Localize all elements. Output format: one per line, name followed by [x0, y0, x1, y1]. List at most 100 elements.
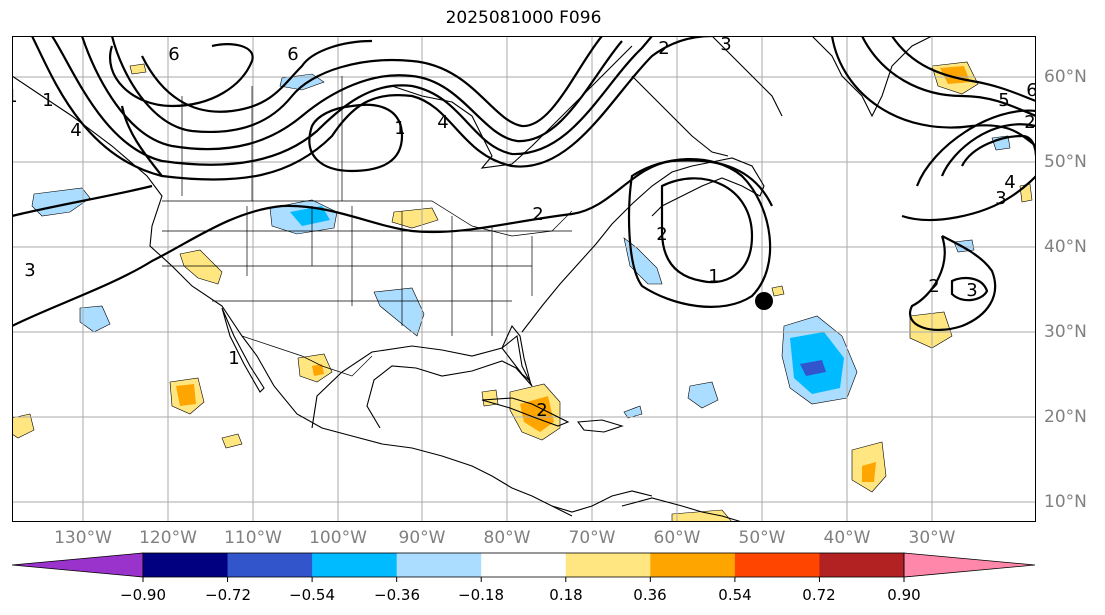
shade-orange-atlantic-s — [862, 462, 876, 482]
lat-label: 10°N — [1044, 492, 1087, 512]
colorbar-tick-label: −0.54 — [289, 586, 335, 604]
shade-blue2-great-plains — [290, 206, 330, 226]
shade-blue-atlantic-small — [687, 381, 719, 409]
contour-label-group: 6 6 3 2 1 4 1 2 1 3 4 5 6 2 3 1 4 3 2 1 … — [12, 36, 1036, 421]
contour-label: 2 — [658, 38, 669, 59]
contour-label: 1 — [394, 118, 405, 139]
colorbar-tick-label: −0.18 — [458, 586, 504, 604]
colorbar-frame — [142, 552, 905, 578]
contour-label: 2 — [1024, 112, 1035, 133]
lon-label: 120°W — [139, 528, 197, 548]
shade-yellow-midwest — [391, 207, 439, 229]
colorbar-tick-label: 0.18 — [549, 586, 583, 604]
contour-label: 3 — [24, 260, 35, 281]
colorbar-tick-label: 0.72 — [802, 586, 836, 604]
coastlines — [12, 36, 933, 522]
colorbar-segment — [143, 553, 229, 577]
shade-blue-newfoundland — [953, 239, 975, 253]
coast-florida — [501, 324, 531, 383]
graticule — [12, 36, 1036, 522]
coast-cuba — [481, 397, 570, 427]
colorbar-segment — [565, 553, 651, 577]
contour-label: 2 — [656, 224, 667, 245]
map-title: 2025081000 F096 — [445, 8, 602, 28]
coast-labrador — [631, 75, 729, 157]
contour-label: 3 — [966, 280, 977, 301]
shade-yellow-california — [179, 249, 223, 285]
colorbar-extend-high — [903, 552, 1036, 578]
shade-yellow-canada-small — [129, 63, 147, 75]
colorbar-segment — [312, 553, 398, 577]
shade-blue-pacific-sw — [79, 305, 111, 333]
colorbar-segment — [819, 553, 905, 577]
lat-label: 20°N — [1044, 407, 1087, 427]
shade-blue-texas — [373, 287, 425, 337]
shade-blue-gulfstream — [623, 237, 663, 285]
coast-baja — [221, 307, 265, 393]
contour-label: 4 — [70, 120, 81, 141]
coast-greenland-w — [711, 36, 783, 117]
contour-label: 1 — [12, 86, 18, 107]
contour-label: 3 — [720, 36, 731, 55]
anomaly-shading — [12, 61, 1033, 522]
contour-label: 2 — [928, 276, 939, 297]
lon-label: 130°W — [54, 528, 112, 548]
lon-label: 110°W — [224, 528, 282, 548]
political-borders — [162, 76, 573, 377]
shade-orange-pacific — [176, 384, 196, 406]
shade-yellow-pacific-w — [12, 413, 35, 439]
colorbar-segment — [650, 553, 736, 577]
colorbar — [11, 552, 1036, 582]
contour-label: 3 — [995, 188, 1006, 209]
colorbar-tick-label: −0.72 — [205, 586, 251, 604]
coast-west — [12, 75, 573, 517]
contour-label: 6 — [1026, 80, 1036, 101]
colorbar-segment — [481, 553, 567, 577]
contour-label: 5 — [998, 90, 1009, 111]
colorbar-extend-low — [11, 552, 144, 578]
contour-lines — [12, 36, 1036, 331]
shade-orange-cuba — [520, 396, 554, 432]
contour-label: 2 — [536, 400, 547, 421]
colorbar-tick-label: 0.36 — [633, 586, 667, 604]
lon-label: 40°W — [823, 528, 871, 548]
coast-central-america — [551, 490, 653, 513]
coast-hudson — [391, 45, 633, 169]
colorbar-tick-label: −0.90 — [120, 586, 166, 604]
lat-label: 60°N — [1044, 67, 1087, 87]
shade-orange-mexico — [312, 364, 324, 376]
map-frame — [12, 36, 1036, 522]
storm-position-marker — [755, 292, 773, 310]
lon-label: 100°W — [309, 528, 367, 548]
coast-gulf — [311, 334, 533, 429]
contour-label: 4 — [1004, 172, 1015, 193]
lon-label: 50°W — [738, 528, 786, 548]
contour-label: 6 — [287, 44, 298, 65]
lon-label: 70°W — [568, 528, 616, 548]
colorbar-segment — [734, 553, 820, 577]
lon-label: 60°W — [653, 528, 701, 548]
colorbar-segment — [227, 553, 313, 577]
map-panel: 6 6 3 2 1 4 1 2 1 3 4 5 6 2 3 1 4 3 2 1 … — [12, 36, 1036, 522]
shade-blue-atlantic-tiny — [623, 405, 643, 419]
contour-label: 2 — [532, 204, 543, 225]
shade-yellow-bottom — [671, 509, 733, 522]
contour-label: 1 — [42, 90, 53, 111]
coast-greenland — [811, 36, 933, 118]
colorbar-tick-label: 0.54 — [718, 586, 752, 604]
contour-label: 4 — [437, 112, 448, 133]
colorbar-tick-label: 0.90 — [887, 586, 921, 604]
lat-label: 40°N — [1044, 237, 1087, 257]
contour-label: 1 — [708, 266, 719, 287]
colorbar-segment — [396, 553, 482, 577]
lon-label: 30°W — [908, 528, 956, 548]
lat-label: 50°N — [1044, 152, 1087, 172]
coast-south-america — [621, 497, 743, 522]
lon-label: 90°W — [398, 528, 446, 548]
colorbar-tick-label: −0.36 — [374, 586, 420, 604]
shade-yellow-pacific-small — [221, 433, 243, 449]
shade-blue3-atlantic-big — [800, 360, 826, 376]
coast-hispaniola — [576, 419, 624, 433]
contour-label: 1 — [228, 348, 239, 369]
contour-label: 6 — [168, 44, 179, 65]
